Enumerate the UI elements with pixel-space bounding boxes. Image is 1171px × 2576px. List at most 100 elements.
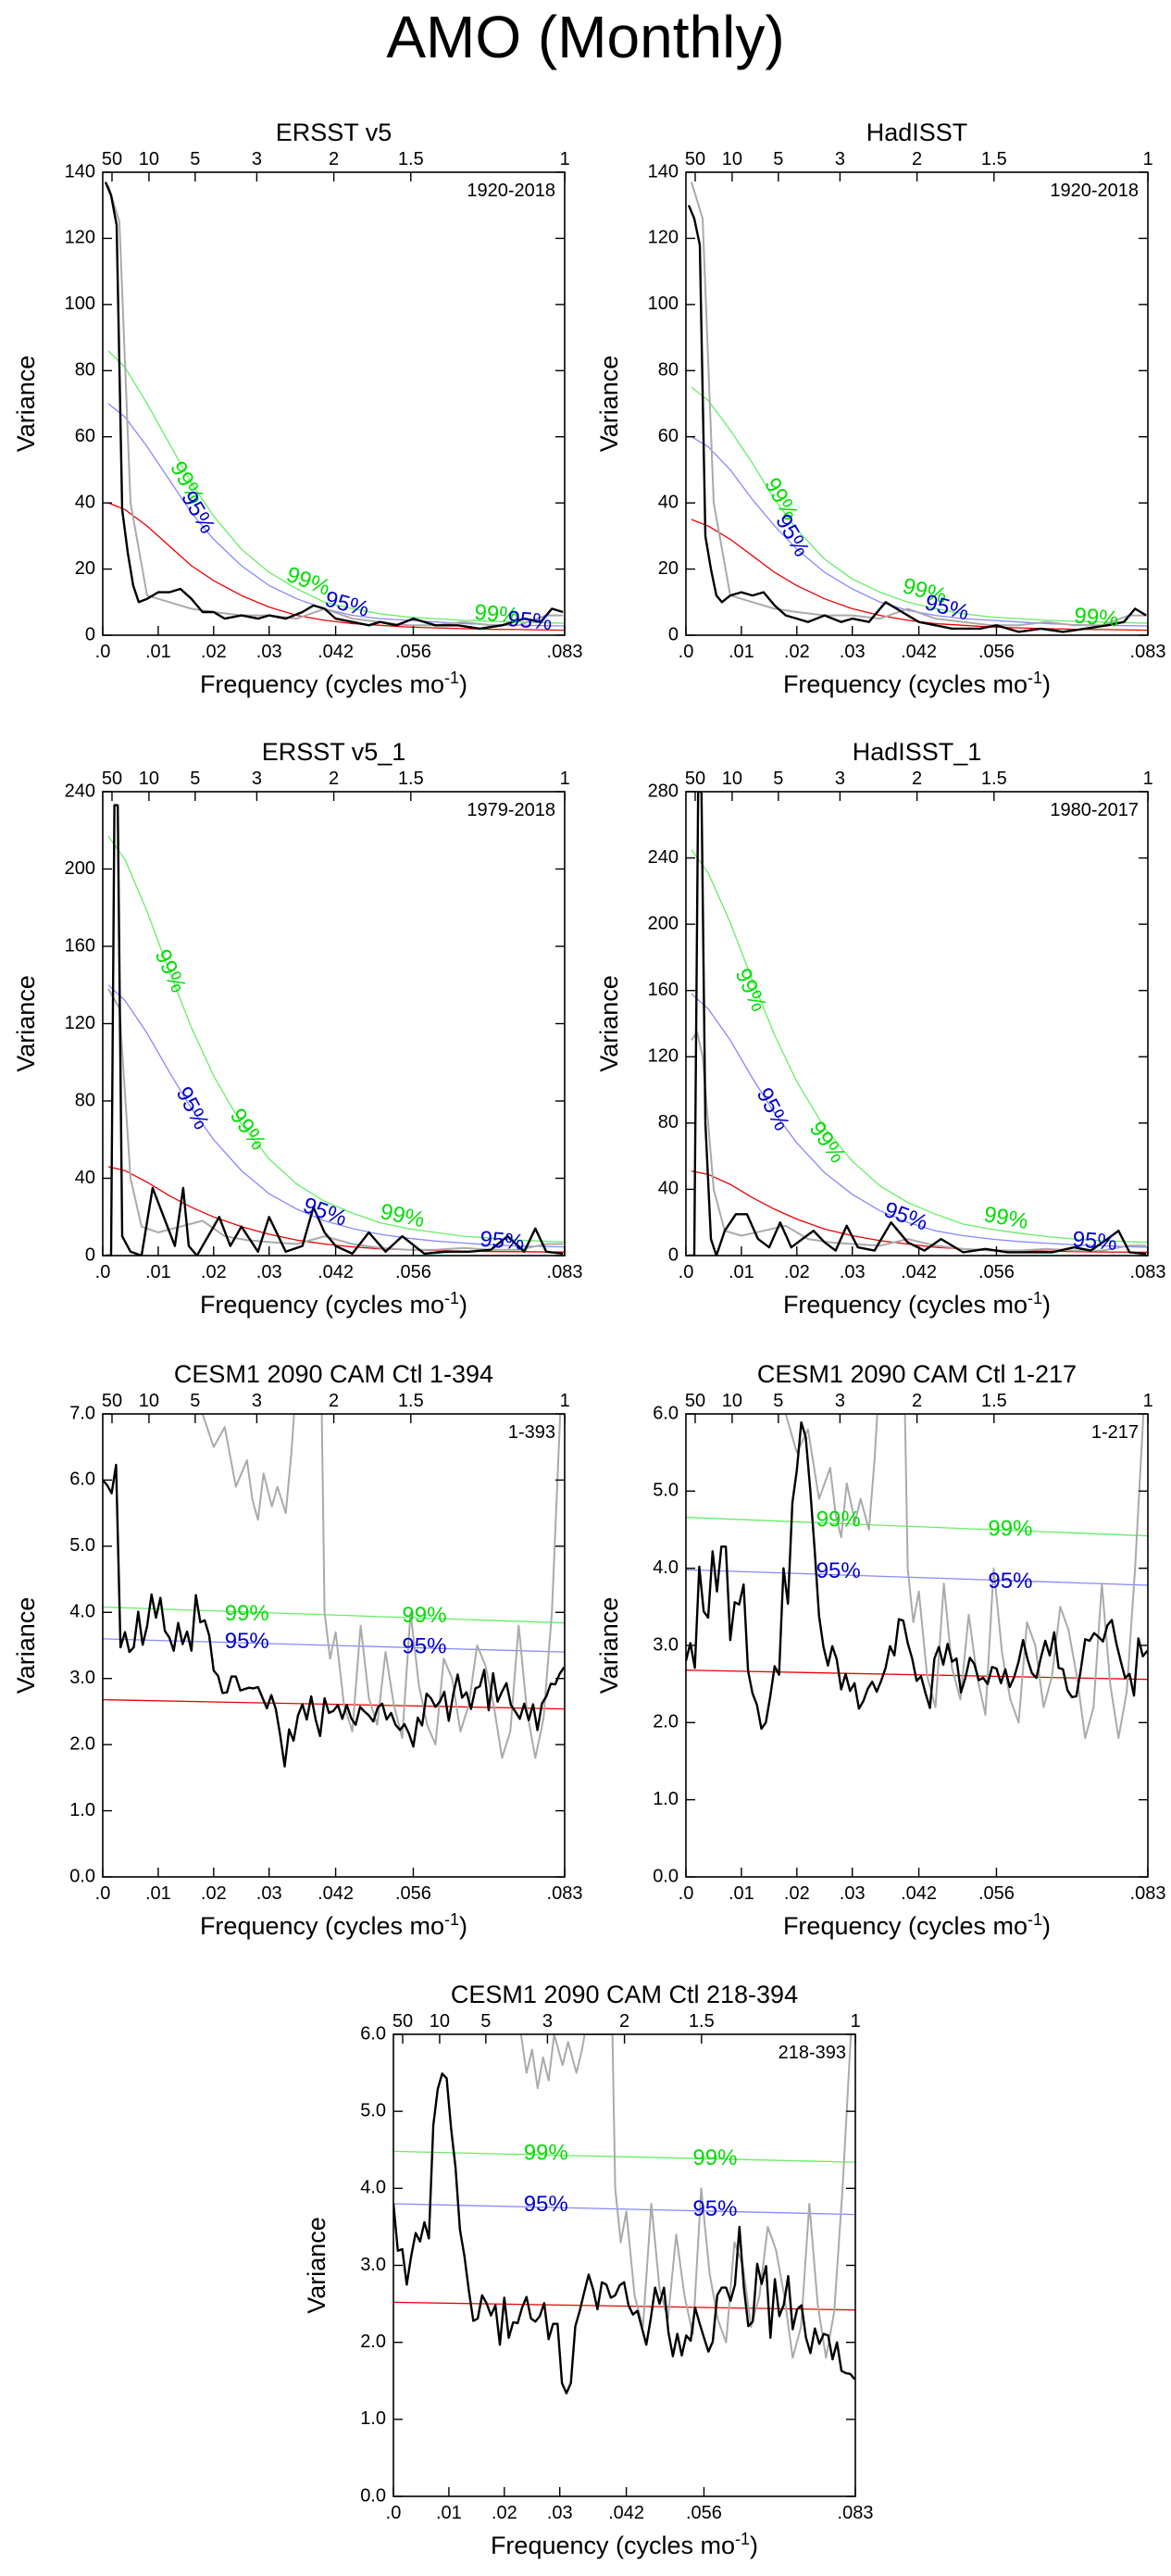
y-tick-label: 4.0	[653, 1557, 679, 1578]
y-axis-label: Variance	[12, 356, 40, 453]
period-tick-label: 2	[329, 149, 339, 169]
confidence-label: 95%	[322, 586, 371, 622]
x-axis-label: Frequency (cycles mo-1)	[200, 1910, 467, 1940]
x-tick-label: .083	[838, 2503, 874, 2523]
confidence-label: 99%	[804, 1117, 851, 1168]
y-tick-label: 80	[658, 360, 679, 381]
series-line-reference	[691, 181, 1147, 627]
period-tick-label: 3	[835, 149, 845, 169]
y-tick-label: 80	[658, 1112, 679, 1132]
y-tick-label: 20	[658, 558, 679, 579]
x-axis-label: Frequency (cycles mo-1)	[783, 1910, 1051, 1940]
period-tick-label: 50	[685, 1391, 705, 1411]
y-tick-label: 120	[65, 1013, 95, 1033]
y-tick-label: 240	[65, 781, 95, 801]
chart-cesm1-1-394: 99% 95% 99% 95% 0.0 1.0 2.0 3.0 4.0 5.0 6.0 7.0 .0 .0…	[12, 1360, 582, 1940]
y-tick-label: 4.0	[69, 1602, 95, 1622]
y-tick-label: 60	[658, 426, 679, 446]
period-label: 218-393	[779, 2043, 846, 2063]
series-line-99pct	[691, 386, 1148, 624]
y-tick-label: 40	[75, 1168, 95, 1188]
series-line-99pct	[691, 849, 1148, 1244]
x-axis-label: Frequency (cycles mo-1)	[200, 669, 467, 698]
x-axis-label-main: Frequency (cycles mo	[783, 1291, 1028, 1319]
data-layer	[103, 1414, 565, 1768]
period-tick-label: 1.5	[398, 769, 424, 789]
x-axis-label-main: Frequency (cycles mo	[491, 2532, 735, 2559]
y-tick-label: 7.0	[69, 1403, 95, 1423]
panel-title: CESM1 2090 CAM Ctl 218-394	[451, 1981, 798, 2008]
x-tick-label: .01	[145, 1883, 171, 1904]
y-tick-label: 4.0	[360, 2178, 386, 2198]
period-tick-label: 10	[722, 769, 742, 789]
period-tick-label: 2	[912, 769, 922, 789]
chart-cesm1-1-217: 99% 95% 99% 95% 0.0 1.0 2.0 3.0 4.0 5.0 6.0 .0 .01 .0…	[595, 1360, 1165, 1940]
x-tick-label: .02	[201, 642, 227, 662]
y-tick-label: 280	[648, 781, 679, 801]
panel-title: ERSST v5	[276, 119, 392, 146]
x-tick-label: .03	[840, 1883, 866, 1904]
period-tick-label: 3	[252, 149, 262, 169]
confidence-label: 95%	[752, 1083, 794, 1134]
x-axis-label-end: )	[1042, 670, 1051, 698]
y-tick-label: 5.0	[69, 1535, 95, 1556]
period-tick-label: 2	[912, 149, 922, 169]
y-tick-label: 120	[648, 228, 679, 248]
x-tick-label: .042	[318, 1883, 354, 1904]
series-line-99pct	[107, 350, 565, 624]
period-tick-label: 1.5	[981, 149, 1007, 169]
confidence-label: 99%	[1073, 603, 1119, 631]
series-line-observed	[686, 1420, 1148, 1731]
y-tick-label: 0	[668, 1244, 679, 1265]
y-tick-label: 120	[65, 228, 95, 248]
series-line-reference	[107, 185, 564, 627]
confidence-label: 99%	[378, 1199, 427, 1232]
period-tick-label: 1.5	[981, 1391, 1007, 1411]
series-line-red	[686, 1669, 1148, 1681]
y-tick-label: 3.0	[360, 2255, 386, 2275]
x-tick-label: .042	[608, 2503, 644, 2523]
series-line-99pct	[107, 835, 565, 1244]
y-tick-label: 120	[648, 1046, 679, 1067]
period-tick-label: 1.5	[398, 1391, 424, 1411]
series-line-95pct	[686, 1569, 1148, 1586]
period-tick-label: 1.5	[689, 2011, 715, 2032]
confidence-label: 99%	[402, 1603, 446, 1628]
confidence-label: 95%	[506, 606, 553, 635]
x-axis-label: Frequency (cycles mo-1)	[491, 2530, 758, 2559]
x-axis-label-end: )	[459, 1912, 467, 1940]
y-tick-label: 160	[65, 935, 95, 956]
x-axis-label-sup: -1	[1028, 1910, 1042, 1929]
x-axis-label-end: )	[750, 2532, 758, 2559]
confidence-label: 95%	[692, 2196, 737, 2221]
period-tick-label: 5	[773, 1391, 783, 1411]
series-line-reference	[519, 2034, 853, 2359]
series-line-observed	[687, 205, 1147, 633]
period-tick-label: 5	[190, 149, 200, 169]
confidence-label: 99%	[225, 1601, 269, 1626]
x-axis-label-main: Frequency (cycles mo	[200, 1291, 444, 1319]
x-axis-label-main: Frequency (cycles mo	[200, 670, 444, 698]
y-tick-label: 3.0	[69, 1668, 95, 1688]
x-axis-label-sup: -1	[444, 669, 459, 687]
x-tick-label: .02	[201, 1883, 227, 1904]
confidence-label: 95%	[402, 1633, 446, 1658]
y-tick-label: 5.0	[653, 1481, 679, 1501]
x-axis-label-end: )	[1042, 1912, 1051, 1940]
confidence-label: 95%	[225, 1629, 269, 1654]
confidence-label: 99%	[473, 600, 519, 629]
y-tick-label: 40	[75, 492, 95, 512]
period-tick-label: 2	[329, 769, 339, 789]
period-tick-label: 1	[1143, 149, 1153, 169]
period-tick-label: 5	[190, 769, 200, 789]
y-tick-label: 40	[658, 492, 679, 512]
series-line-observed	[393, 2072, 855, 2395]
x-axis-label-end: )	[459, 1291, 467, 1319]
x-axis-label-end: )	[459, 670, 467, 698]
period-label: 1920-2018	[1050, 181, 1139, 201]
y-tick-label: 0.0	[653, 1866, 679, 1886]
plot-frame	[392, 2033, 856, 2497]
period-tick-label: 5	[190, 1391, 200, 1411]
confidence-label: 95%	[1071, 1227, 1117, 1256]
x-tick-label: .01	[729, 1262, 754, 1282]
